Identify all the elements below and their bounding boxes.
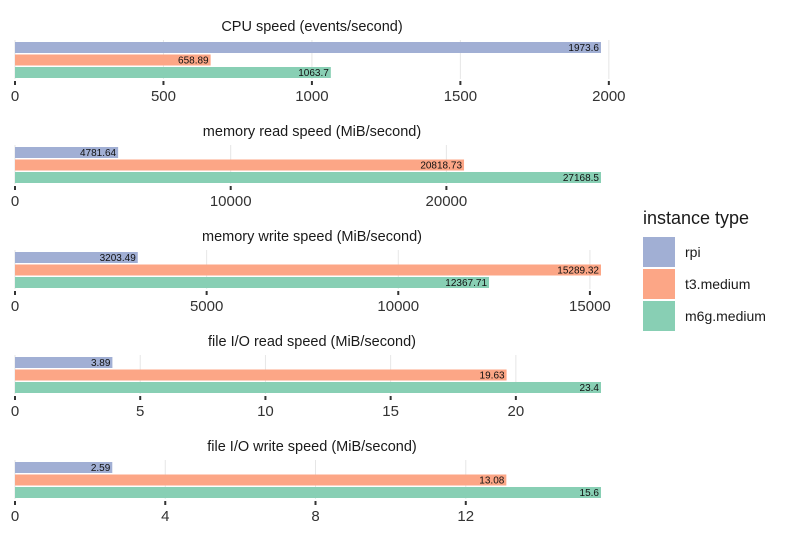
tick-label: 5 [136, 403, 144, 420]
bar-value-label: 3203.49 [100, 253, 137, 264]
panel-5: file I/O write speed (MiB/second) 2.59 13.… [11, 439, 601, 525]
legend-swatch [643, 301, 675, 331]
bar-value-label: 1063.7 [298, 68, 329, 79]
legend: instance type rpi t3.medium m6g.medium [643, 208, 766, 331]
tick-label: 0 [11, 193, 19, 210]
bar-m6g-medium [15, 67, 331, 78]
panel-3: memory write speed (MiB/second) 3203.49 15… [11, 229, 611, 315]
chart-panels: CPU speed (events/second) 1973.6 658.89 106… [11, 19, 626, 525]
legend-swatch [643, 269, 675, 299]
bar-m6g-medium [15, 277, 490, 288]
tick-label: 10000 [210, 193, 252, 210]
bar-value-label: 1973.6 [568, 43, 599, 54]
bar-value-label: 27168.5 [563, 173, 600, 184]
bar-value-label: 20818.73 [420, 161, 462, 172]
tick-label: 0 [11, 88, 19, 105]
bar-rpi [15, 357, 113, 368]
bar-value-label: 23.4 [580, 383, 600, 394]
legend-label: m6g.medium [685, 308, 766, 324]
tick-label: 0 [11, 403, 19, 420]
tick-label: 15 [382, 403, 399, 420]
bar-value-label: 15289.32 [557, 266, 599, 277]
bar-rpi [15, 252, 138, 263]
legend-swatch [643, 237, 675, 267]
tick-label: 12 [457, 508, 474, 525]
bar-t3-medium [15, 474, 507, 486]
tick-label: 15000 [569, 298, 611, 315]
tick-label: 20000 [426, 193, 468, 210]
tick-label: 10000 [377, 298, 419, 315]
legend-item: m6g.medium [643, 301, 766, 331]
panel-title: memory read speed (MiB/second) [203, 124, 421, 140]
panel-1: CPU speed (events/second) 1973.6 658.89 106… [11, 19, 626, 105]
tick-label: 20 [508, 403, 525, 420]
bar-m6g-medium [15, 487, 601, 498]
bar-value-label: 19.63 [480, 371, 505, 382]
panel-2: memory read speed (MiB/second) 4781.64 208… [11, 124, 601, 210]
bar-m6g-medium [15, 172, 601, 183]
tick-label: 1000 [295, 88, 328, 105]
bar-t3-medium [15, 159, 465, 171]
bar-value-label: 3.89 [91, 358, 111, 369]
legend-label: t3.medium [685, 276, 750, 292]
tick-label: 0 [11, 298, 19, 315]
bar-t3-medium [15, 369, 507, 381]
bar-rpi [15, 42, 601, 53]
legend-label: rpi [685, 244, 701, 260]
tick-label: 10 [257, 403, 274, 420]
tick-label: 2000 [592, 88, 625, 105]
legend-item: t3.medium [643, 269, 750, 299]
legend-item: rpi [643, 237, 701, 267]
panel-4: file I/O read speed (MiB/second) 3.89 19.6… [11, 334, 601, 420]
panel-title: file I/O write speed (MiB/second) [207, 439, 417, 455]
bar-rpi [15, 147, 119, 158]
bar-m6g-medium [15, 382, 601, 393]
bar-value-label: 12367.71 [445, 278, 487, 289]
tick-label: 5000 [190, 298, 223, 315]
tick-label: 0 [11, 508, 19, 525]
tick-label: 1500 [444, 88, 477, 105]
bar-value-label: 13.08 [479, 476, 504, 487]
bar-t3-medium [15, 264, 601, 276]
bar-value-label: 4781.64 [80, 148, 117, 159]
panel-title: memory write speed (MiB/second) [202, 229, 422, 245]
bar-value-label: 658.89 [178, 56, 209, 67]
bar-rpi [15, 462, 113, 473]
panel-title: CPU speed (events/second) [221, 19, 402, 35]
bar-t3-medium [15, 54, 211, 66]
bar-value-label: 2.59 [91, 463, 111, 474]
tick-label: 500 [151, 88, 176, 105]
tick-label: 4 [161, 508, 169, 525]
tick-label: 8 [311, 508, 319, 525]
panel-title: file I/O read speed (MiB/second) [208, 334, 416, 350]
legend-title: instance type [643, 208, 749, 228]
bar-value-label: 15.6 [580, 488, 600, 499]
